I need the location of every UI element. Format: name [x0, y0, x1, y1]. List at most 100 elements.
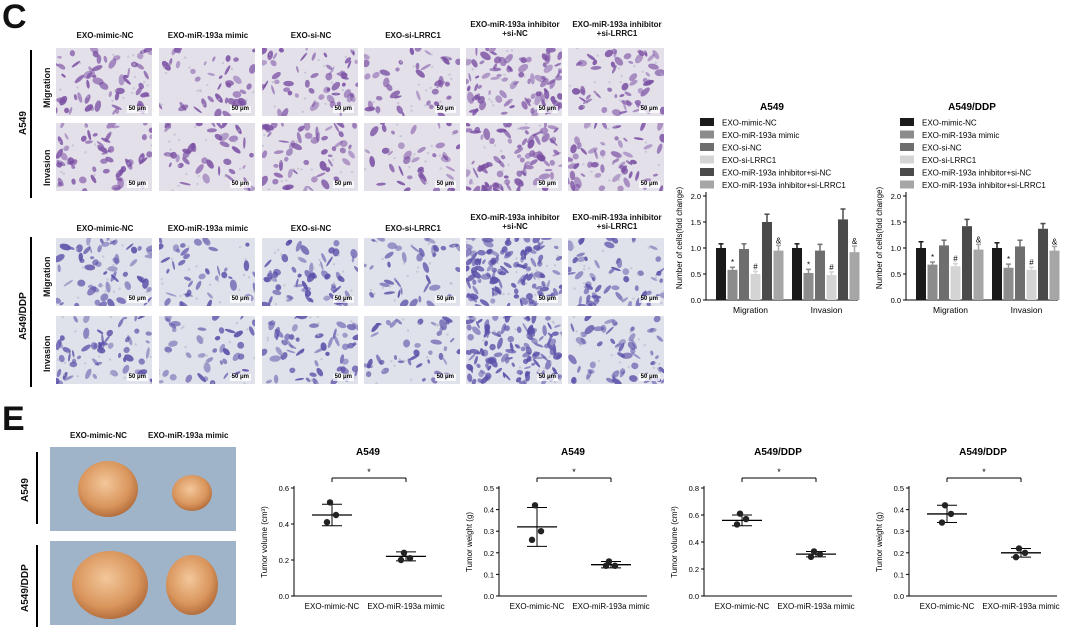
scatter-tumor-weight-a549: A549 0.0 0.1 0.2 0.3 0.4 0.5 Tumor weight (g) EX…: [465, 447, 650, 611]
group-label-e-ddp: A549/DDP: [20, 564, 31, 612]
panel-letter-e: E: [2, 400, 25, 438]
bar: [916, 248, 926, 300]
legend-label: EXO-si-LRRC1: [722, 156, 777, 165]
micrograph-r2-c3: 50 μm: [364, 238, 460, 306]
scale-bar-label: 50 μm: [229, 181, 251, 188]
y-tick-label: 0.0: [689, 592, 699, 601]
bar: [1038, 228, 1048, 300]
y-tick-label: 0.2: [484, 549, 494, 558]
column-label-ddp-5: EXO-miR-193a inhibitor +si-LRRC1: [572, 213, 662, 231]
chart-title: A549/DDP: [959, 447, 1007, 458]
bar: [950, 266, 961, 300]
micrograph-r3-c0: 50 μm: [56, 316, 152, 384]
column-label-top-3: EXO-si-LRRC1: [385, 31, 441, 40]
bar: [1015, 246, 1025, 300]
y-tick-label: 2.0: [691, 192, 701, 201]
significance-mark: *: [1007, 255, 1010, 264]
category-label: EXO-miR-193a mimic: [982, 602, 1059, 611]
category-label: EXO-mimic-NC: [305, 602, 360, 611]
group-label-a549: A549: [18, 111, 29, 135]
bar: [1003, 267, 1014, 300]
column-label-ddp-0: EXO-mimic-NC: [76, 224, 134, 233]
legend-swatch: [700, 155, 714, 164]
legend-label: EXO-miR-193a inhibitor+si-LRRC1: [922, 181, 1046, 190]
category-label: EXO-mimic-NC: [715, 602, 770, 611]
legend-swatch: [700, 130, 714, 139]
scale-bar-label: 50 μm: [126, 106, 148, 113]
scale-bar-label: 50 μm: [536, 374, 558, 381]
y-tick-label: 1.5: [891, 218, 901, 227]
chart-title: A549: [760, 102, 784, 113]
data-point: [406, 555, 414, 562]
tumor-photo-a549-ddp: [50, 541, 236, 625]
chart-title: A549/DDP: [948, 102, 996, 113]
micrograph-r2-c1: 50 μm: [159, 238, 255, 306]
photo-label-control: EXO-mimic-NC: [70, 431, 127, 440]
scatter-tumor-volume-a549: A549 0.0 0.2 0.4 0.6 Tumor volume (cm³) EXO-mi…: [260, 447, 445, 611]
data-point: [1012, 553, 1020, 561]
category-label: Migration: [933, 305, 968, 315]
scale-bar-label: 50 μm: [126, 374, 148, 381]
legend-label: EXO-si-LRRC1: [922, 156, 977, 165]
column-label-top-0: EXO-mimic-NC: [76, 31, 134, 40]
micrograph-r3-c2: 50 μm: [262, 316, 358, 384]
significance-mark: *: [572, 467, 576, 477]
micrograph-r2-c0: 50 μm: [56, 238, 152, 306]
data-point: [537, 528, 545, 535]
column-label-ddp-3: EXO-si-LRRC1: [385, 224, 441, 233]
micrograph-r0-c0: 50 μm: [56, 48, 152, 116]
micrograph-r1-c2: 50 μm: [262, 123, 358, 191]
legend-label: EXO-miR-193a inhibitor+si-NC: [722, 169, 831, 178]
legend-label: EXO-miR-193a inhibitor+si-LRRC1: [722, 181, 846, 190]
y-tick-label: 0.2: [894, 549, 904, 558]
data-point: [326, 499, 334, 506]
category-label: EXO-mimic-NC: [510, 602, 565, 611]
row-label-migration-ddp: Migration: [42, 256, 52, 298]
micrograph-r0-c3: 50 μm: [364, 48, 460, 116]
data-point: [1015, 545, 1023, 552]
y-tick-label: 0.5: [691, 270, 701, 279]
bar: [727, 269, 738, 300]
y-tick-label: 0.5: [484, 484, 494, 493]
significance-mark: &: [852, 237, 858, 246]
data-point: [742, 515, 750, 523]
bar: [773, 250, 784, 300]
significance-mark: #: [953, 255, 958, 264]
bar: [750, 274, 761, 300]
scale-bar-label: 50 μm: [332, 374, 354, 381]
bar: [762, 222, 772, 300]
y-tick-label: 0.3: [484, 527, 494, 536]
significance-mark: *: [367, 467, 371, 477]
scale-bar-label: 50 μm: [536, 106, 558, 113]
y-tick-label: 0.0: [894, 592, 904, 601]
micrograph-r2-c2: 50 μm: [262, 238, 358, 306]
bar-chart-a549: A549 EXO-mimic-NC EXO-miR-193a mimic EXO-si…: [675, 102, 860, 315]
legend-swatch: [900, 143, 914, 151]
significance-mark: #: [829, 263, 834, 272]
y-tick-label: 0.5: [891, 270, 901, 279]
legend-swatch: [700, 168, 714, 176]
scale-bar-label: 50 μm: [536, 181, 558, 188]
category-label: EXO-miR-193a mimic: [572, 602, 649, 611]
micrograph-r1-c4: 50 μm: [466, 123, 562, 191]
legend-swatch: [700, 180, 714, 189]
bar: [1049, 250, 1060, 300]
row-label-invasion-ddp: Invasion: [42, 335, 52, 372]
bar: [962, 226, 972, 300]
data-point: [400, 549, 408, 556]
y-tick-label: 1.5: [691, 218, 701, 227]
y-tick-label: 0.2: [689, 565, 699, 574]
y-tick-label: 0.0: [691, 296, 701, 305]
y-tick-label: 0.8: [689, 484, 699, 493]
y-tick-label: 0.6: [689, 511, 699, 520]
scale-bar-label: 50 μm: [536, 296, 558, 303]
scale-bar-label: 50 μm: [332, 106, 354, 113]
category-label: Migration: [733, 305, 768, 315]
y-tick-label: 0.0: [891, 296, 901, 305]
column-label-top-4: EXO-miR-193a inhibitor +si-NC: [470, 20, 560, 38]
micrograph-r3-c1: 50 μm: [159, 316, 255, 384]
y-tick-label: 0.3: [894, 527, 904, 536]
data-point: [531, 502, 539, 509]
micrograph-r3-c4: 50 μm: [466, 316, 562, 384]
scale-bar-label: 50 μm: [434, 296, 456, 303]
